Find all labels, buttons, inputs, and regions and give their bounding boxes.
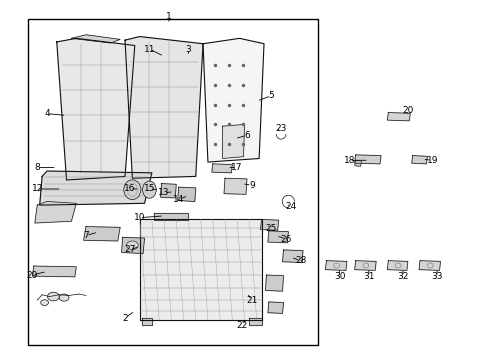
Text: 10: 10 (134, 213, 145, 222)
Text: 18: 18 (343, 156, 354, 165)
Polygon shape (142, 318, 152, 325)
Text: 20: 20 (401, 105, 413, 114)
Polygon shape (260, 220, 278, 230)
Text: 14: 14 (173, 195, 184, 204)
Text: 19: 19 (426, 156, 437, 165)
Polygon shape (354, 261, 375, 270)
Polygon shape (249, 318, 261, 325)
Text: 8: 8 (34, 163, 40, 172)
Text: 7: 7 (83, 231, 89, 240)
Polygon shape (203, 39, 264, 162)
Polygon shape (71, 35, 120, 43)
Text: 5: 5 (268, 91, 274, 100)
Polygon shape (325, 261, 346, 270)
Text: 13: 13 (158, 188, 169, 197)
Polygon shape (125, 37, 203, 178)
Polygon shape (265, 275, 283, 291)
Polygon shape (154, 213, 188, 220)
Polygon shape (224, 178, 246, 194)
Polygon shape (282, 250, 303, 262)
Polygon shape (83, 226, 120, 241)
Polygon shape (177, 187, 195, 202)
Text: 29: 29 (27, 270, 38, 279)
Polygon shape (386, 113, 409, 121)
Text: 3: 3 (185, 45, 191, 54)
Polygon shape (386, 261, 407, 270)
Ellipse shape (123, 180, 141, 199)
Polygon shape (40, 171, 152, 205)
Text: 9: 9 (248, 181, 254, 190)
Text: 25: 25 (265, 224, 276, 233)
Polygon shape (354, 160, 361, 166)
Polygon shape (267, 231, 288, 243)
Text: 22: 22 (236, 321, 247, 330)
Polygon shape (32, 266, 76, 277)
Text: 23: 23 (275, 123, 286, 132)
Circle shape (126, 241, 138, 249)
Polygon shape (354, 155, 380, 164)
Circle shape (41, 300, 48, 306)
Polygon shape (140, 220, 261, 320)
Circle shape (47, 292, 59, 301)
Circle shape (59, 294, 69, 301)
Polygon shape (211, 164, 232, 173)
Text: 30: 30 (333, 272, 345, 281)
Text: 16: 16 (124, 184, 135, 193)
Text: 15: 15 (143, 184, 155, 193)
Text: 1: 1 (166, 12, 171, 21)
Text: 12: 12 (32, 184, 43, 193)
Text: 27: 27 (124, 246, 135, 255)
Polygon shape (418, 261, 440, 270)
Text: 2: 2 (122, 314, 127, 323)
Text: 6: 6 (244, 131, 249, 140)
Polygon shape (57, 39, 135, 180)
Polygon shape (122, 237, 144, 253)
Text: 11: 11 (143, 45, 155, 54)
Polygon shape (267, 302, 283, 314)
Bar (27, 19, 317, 345)
Text: 26: 26 (280, 235, 291, 244)
Text: 4: 4 (44, 109, 50, 118)
Text: 21: 21 (245, 296, 257, 305)
Text: 24: 24 (285, 202, 296, 211)
Polygon shape (222, 125, 244, 158)
Text: 28: 28 (294, 256, 305, 265)
Text: 17: 17 (231, 163, 243, 172)
Polygon shape (160, 184, 176, 198)
Polygon shape (35, 202, 76, 223)
Text: 31: 31 (363, 272, 374, 281)
Text: 32: 32 (396, 272, 408, 281)
Polygon shape (411, 156, 427, 164)
Ellipse shape (142, 181, 156, 198)
Text: 33: 33 (430, 272, 442, 281)
